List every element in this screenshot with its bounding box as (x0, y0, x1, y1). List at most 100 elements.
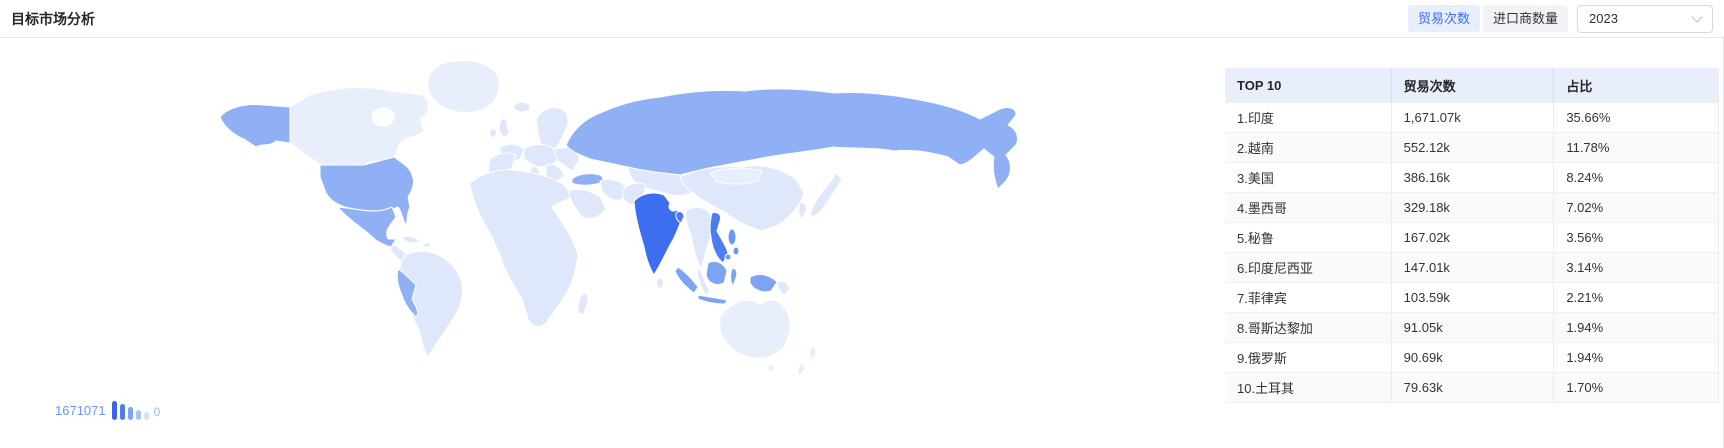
country-name: 6.印度尼西亚 (1225, 253, 1392, 282)
map-hispaniola (423, 242, 431, 248)
map-korea (798, 202, 807, 220)
map-country-indonesia-java[interactable] (697, 294, 728, 305)
map-tasmania (767, 364, 775, 372)
map-australia (719, 299, 791, 359)
table-row: 7.菲律宾 103.59k 2.21% (1225, 283, 1718, 313)
map-arabian-peninsula (567, 188, 607, 220)
share-percent: 1.70% (1566, 380, 1604, 395)
trade-count: 167.02k (1392, 223, 1555, 252)
legend-bar (119, 404, 125, 420)
map-country-turkey[interactable] (571, 173, 604, 186)
country-name: 8.哥斯达黎加 (1225, 313, 1392, 342)
map-iceland (513, 101, 531, 113)
trade-count: 329.18k (1392, 193, 1555, 222)
country-name: 4.墨西哥 (1225, 193, 1392, 222)
map-country-vietnam[interactable] (709, 212, 729, 264)
page-title: 目标市场分析 (11, 10, 95, 27)
table-row: 6.印度尼西亚 147.01k 3.14% (1225, 253, 1718, 283)
map-country-philippines[interactable] (724, 253, 732, 261)
map-ireland (489, 128, 497, 138)
country-name: 10.土耳其 (1225, 373, 1392, 402)
legend-bar (143, 412, 149, 420)
table-header-share: 占比 (1566, 79, 1593, 94)
map-country-indonesia-sumatra[interactable] (674, 266, 699, 294)
map-greenland (427, 60, 500, 113)
map-sri-lanka (656, 277, 664, 289)
header-controls: 贸易次数 进口商数量 2023 (1407, 4, 1713, 33)
table-row: 10.土耳其 79.63k 1.70% (1225, 373, 1718, 403)
legend-max-value: 1671071 (55, 403, 106, 418)
map-new-zealand (796, 362, 805, 377)
table-header-row: TOP 10 贸易次数 占比 (1225, 68, 1718, 103)
table-header-top10: TOP 10 (1225, 68, 1392, 103)
map-country-peru[interactable] (396, 268, 419, 318)
country-name: 2.越南 (1225, 133, 1392, 162)
map-country-indonesia-papua[interactable] (749, 274, 778, 293)
map-africa (469, 169, 579, 327)
map-cuba (401, 235, 421, 244)
map-bangladesh (675, 211, 685, 224)
country-name: 1.印度 (1225, 103, 1392, 132)
year-select[interactable]: 2023 (1577, 4, 1713, 33)
legend-gradient-bars (111, 401, 149, 421)
map-new-zealand (809, 346, 817, 363)
map-legend: 1671071 0 (55, 401, 160, 421)
trade-count: 103.59k (1392, 283, 1555, 312)
table-row: 1.印度 1,671.07k 35.66% (1225, 103, 1718, 133)
chevron-down-icon (1691, 10, 1703, 23)
map-papua-new-guinea (776, 280, 791, 296)
country-name: 3.美国 (1225, 163, 1392, 192)
table-row: 8.哥斯达黎加 91.05k 1.94% (1225, 313, 1718, 343)
map-mongolia (709, 167, 763, 185)
map-central-europe (523, 144, 559, 168)
trade-count: 91.05k (1392, 313, 1555, 342)
map-country-alaska-us[interactable] (219, 104, 291, 148)
country-name: 7.菲律宾 (1225, 283, 1392, 312)
table-row: 4.墨西哥 329.18k 7.02% (1225, 193, 1718, 223)
map-country-russia[interactable] (565, 88, 1019, 190)
share-percent: 2.21% (1566, 290, 1604, 305)
table-body: 1.印度 1,671.07k 35.66% 2.越南 552.12k 11.78… (1225, 103, 1718, 403)
panel-header: 目标市场分析 贸易次数 进口商数量 2023 (0, 0, 1724, 38)
map-country-china (679, 165, 805, 232)
metric-toggle-group: 贸易次数 进口商数量 (1407, 5, 1568, 32)
map-uk (498, 118, 510, 138)
trade-count: 386.16k (1392, 163, 1555, 192)
table-row: 9.俄罗斯 90.69k 1.94% (1225, 343, 1718, 373)
map-country-philippines[interactable] (727, 228, 737, 246)
share-percent: 3.14% (1566, 260, 1604, 275)
legend-bar (111, 401, 117, 420)
trade-count: 1,671.07k (1392, 103, 1555, 132)
share-percent: 1.94% (1566, 320, 1604, 335)
map-country-indonesia-sulawesi[interactable] (730, 268, 738, 287)
table-row: 5.秘鲁 167.02k 3.56% (1225, 223, 1718, 253)
share-percent: 7.02% (1566, 200, 1604, 215)
trade-count: 79.63k (1392, 373, 1555, 402)
map-indochina (685, 206, 715, 270)
trade-count: 552.12k (1392, 133, 1555, 162)
share-percent: 35.66% (1566, 110, 1611, 125)
share-percent: 11.78% (1566, 140, 1610, 155)
year-select-value: 2023 (1589, 11, 1618, 26)
legend-bar (135, 410, 141, 420)
map-country-mexico[interactable] (337, 206, 397, 248)
trade-count: 147.01k (1392, 253, 1555, 282)
map-japan (809, 172, 843, 217)
tab-importer-count[interactable]: 进口商数量 (1482, 5, 1568, 32)
map-country-canada (289, 87, 429, 166)
world-choropleth-map (170, 55, 1080, 400)
tab-trade-count[interactable]: 贸易次数 (1407, 5, 1480, 32)
legend-min-value: 0 (153, 405, 161, 419)
world-map-svg (219, 60, 1019, 377)
map-country-indonesia-borneo[interactable] (705, 260, 728, 286)
share-percent: 8.24% (1566, 170, 1604, 185)
map-central-asia (627, 166, 705, 196)
share-percent: 3.56% (1566, 230, 1604, 245)
trade-count: 90.69k (1392, 343, 1555, 372)
country-name: 5.秘鲁 (1225, 223, 1392, 252)
map-iran (599, 178, 629, 201)
map-madagascar (577, 293, 589, 315)
share-percent: 1.94% (1566, 350, 1604, 365)
map-country-india[interactable] (633, 192, 683, 276)
map-country-philippines[interactable] (732, 246, 740, 256)
